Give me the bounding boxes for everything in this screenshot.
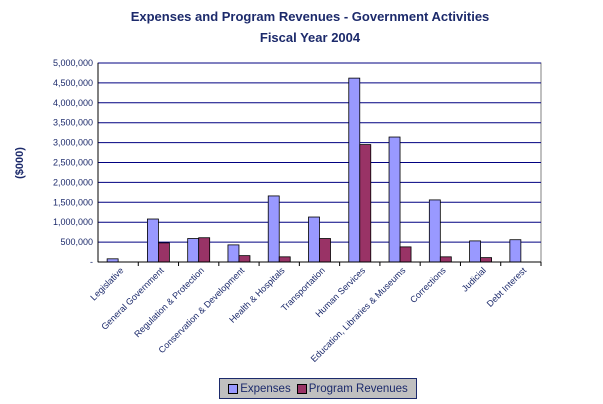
y-tick-label: 5,000,000: [53, 58, 93, 68]
legend: Expenses Program Revenues: [219, 378, 417, 399]
y-tick-label: 2,000,000: [53, 177, 93, 187]
x-tick-label: Legislative: [88, 265, 125, 302]
y-tick-label: 4,500,000: [53, 78, 93, 88]
bar-program-revenues: [480, 257, 492, 263]
bar-program-revenues: [439, 256, 452, 263]
bar-expenses: [469, 240, 481, 263]
x-tick-label: Debt Interest: [485, 265, 529, 309]
bar-expenses: [227, 244, 240, 263]
bar-program-revenues: [399, 246, 412, 263]
y-tick-label: 3,500,000: [53, 118, 93, 128]
y-tick-label: 1,000,000: [53, 217, 93, 227]
bar-expenses: [348, 77, 361, 263]
bar-program-revenues: [158, 242, 170, 263]
chart-subtitle: Fiscal Year 2004: [260, 30, 361, 45]
x-tick-label: Corrections: [408, 265, 448, 305]
y-tick-label: 1,500,000: [53, 197, 93, 207]
bar-expenses: [509, 239, 522, 263]
bar-expenses: [428, 199, 441, 263]
bar-expenses: [308, 216, 320, 263]
bar-program-revenues: [278, 256, 291, 263]
y-tick-label: 4,000,000: [53, 98, 93, 108]
y-tick-label: 2,500,000: [53, 158, 93, 168]
chart-title: Expenses and Program Revenues - Governme…: [131, 9, 490, 24]
bar-program-revenues: [359, 144, 372, 263]
bar-expenses: [388, 136, 401, 263]
y-tick-label: -: [90, 257, 93, 267]
legend-swatch-expenses: [228, 383, 239, 394]
legend-label: Expenses: [240, 382, 291, 395]
y-axis-label: ($000): [14, 147, 26, 179]
legend-item-expenses: Expenses: [228, 383, 291, 395]
bar-program-revenues: [198, 237, 211, 263]
y-tick-label: 3,000,000: [53, 138, 93, 148]
legend-swatch-program-revenues: [296, 383, 307, 394]
legend-label: Program Revenues: [308, 382, 408, 395]
x-tick-label: Regulation & Protection: [132, 265, 206, 339]
bar-program-revenues: [319, 238, 331, 263]
x-tick-label: Judicial: [460, 265, 488, 293]
bar-expenses: [187, 238, 200, 263]
legend-item-program-revenues: Program Revenues: [296, 382, 408, 395]
x-tick-label: Conservation & Development: [157, 265, 247, 355]
bar-expenses: [147, 218, 159, 263]
bar-expenses: [267, 195, 280, 263]
y-tick-label: 500,000: [60, 237, 93, 247]
bar-program-revenues: [238, 255, 251, 263]
